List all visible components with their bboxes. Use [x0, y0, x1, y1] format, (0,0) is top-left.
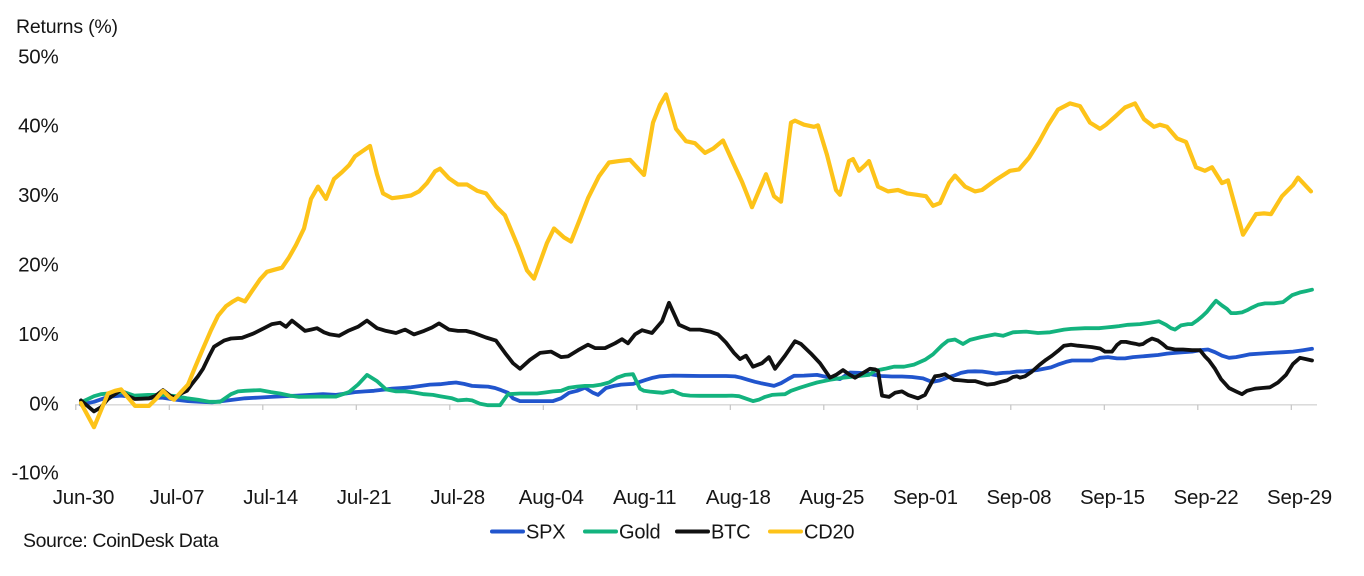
svg-text:50%: 50%	[18, 45, 58, 68]
svg-text:-10%: -10%	[11, 462, 58, 485]
svg-text:40%: 40%	[18, 115, 58, 138]
svg-text:Sep-22: Sep-22	[1174, 486, 1239, 509]
svg-text:Sep-08: Sep-08	[986, 486, 1051, 509]
svg-text:Jul-21: Jul-21	[337, 486, 392, 509]
svg-text:Aug-25: Aug-25	[799, 486, 864, 509]
svg-text:10%: 10%	[18, 323, 58, 346]
svg-text:Sep-15: Sep-15	[1080, 486, 1145, 509]
svg-text:Jul-07: Jul-07	[150, 486, 205, 509]
svg-text:Aug-04: Aug-04	[519, 486, 584, 509]
svg-text:20%: 20%	[18, 254, 58, 277]
svg-text:Jun-30: Jun-30	[53, 486, 114, 509]
svg-text:Sep-29: Sep-29	[1267, 486, 1332, 509]
svg-text:30%: 30%	[18, 184, 58, 207]
svg-text:CD20: CD20	[804, 522, 854, 544]
svg-text:Returns (%): Returns (%)	[16, 16, 118, 38]
svg-text:Aug-11: Aug-11	[613, 486, 676, 509]
svg-text:Jul-14: Jul-14	[243, 486, 298, 509]
svg-text:BTC: BTC	[711, 522, 750, 544]
svg-text:SPX: SPX	[526, 522, 565, 544]
svg-text:Aug-18: Aug-18	[706, 486, 771, 509]
svg-text:Jul-28: Jul-28	[430, 486, 485, 509]
svg-text:Gold: Gold	[619, 522, 660, 544]
svg-text:Source: CoinDesk Data: Source: CoinDesk Data	[23, 530, 219, 552]
svg-text:Sep-01: Sep-01	[893, 486, 958, 509]
svg-text:0%: 0%	[29, 392, 58, 415]
